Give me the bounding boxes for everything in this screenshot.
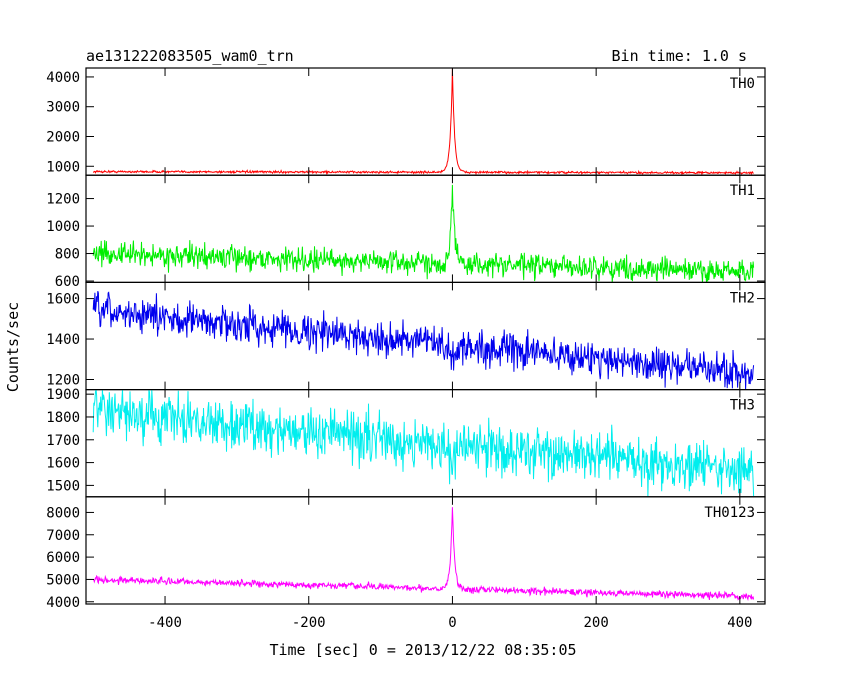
observation-id-title: ae131222083505_wam0_trn (86, 47, 294, 65)
panel-label: TH0123 (704, 505, 755, 521)
y-tick-label: 800 (55, 247, 80, 263)
y-tick-label: 1900 (46, 387, 80, 403)
panel-frame (85, 496, 766, 605)
x-tick-label: -200 (292, 615, 326, 631)
y-tick-label: 5000 (46, 572, 80, 588)
y-tick-label: 7000 (46, 528, 80, 544)
y-tick-label: 1200 (46, 192, 80, 208)
x-tick-label: -400 (148, 615, 182, 631)
y-tick-label: 8000 (46, 505, 80, 521)
y-tick-label: 1000 (46, 159, 80, 175)
y-tick-label: 4000 (46, 595, 80, 611)
y-tick-label: 1800 (46, 410, 80, 426)
y-axis-label: Counts/sec (4, 302, 22, 392)
panel-th2: 1200 1400 1600 TH2 (46, 281, 766, 391)
y-tick-label: 3000 (46, 100, 80, 116)
y-tick-label: 1700 (46, 433, 80, 449)
y-tick-label: 600 (55, 274, 80, 290)
panel-th3: 1500 1600 1700 1800 1900 TH3 (46, 387, 766, 498)
x-axis-label: Time [sec] 0 = 2013/12/22 08:35:05 (269, 641, 576, 659)
x-tick-label: 400 (727, 615, 752, 631)
y-tick-label: 2000 (46, 129, 80, 145)
y-tick-label: 1600 (46, 456, 80, 472)
x-tick-label: 200 (583, 615, 608, 631)
panel-label: TH3 (730, 398, 755, 414)
panel-frame (85, 67, 766, 176)
panel-th1: 600 800 1000 1200 TH1 (46, 174, 766, 290)
panel-label: TH1 (730, 183, 755, 199)
panel-th0123: 4000 5000 6000 7000 8000 TH0123 (46, 496, 766, 611)
y-tick-label: 1500 (46, 478, 80, 494)
series-line-th3 (92, 389, 755, 497)
panel-label: TH0 (730, 76, 755, 92)
bin-time-label: Bin time: 1.0 s (612, 47, 747, 65)
series-line-th0123 (93, 507, 755, 601)
x-tick-label: 0 (448, 615, 456, 631)
y-tick-label: 1600 (46, 292, 80, 308)
series-line-th2 (92, 290, 755, 390)
y-tick-label: 1000 (46, 219, 80, 235)
series-line-th1 (92, 184, 755, 283)
series-line-th0 (92, 68, 754, 176)
y-tick-label: 1400 (46, 332, 80, 348)
y-tick-label: 6000 (46, 550, 80, 566)
panel-th0: 1000 2000 3000 4000 TH0 (46, 67, 766, 176)
panel-label: TH2 (730, 290, 755, 306)
y-tick-label: 1200 (46, 372, 80, 388)
y-tick-label: 4000 (46, 70, 80, 86)
